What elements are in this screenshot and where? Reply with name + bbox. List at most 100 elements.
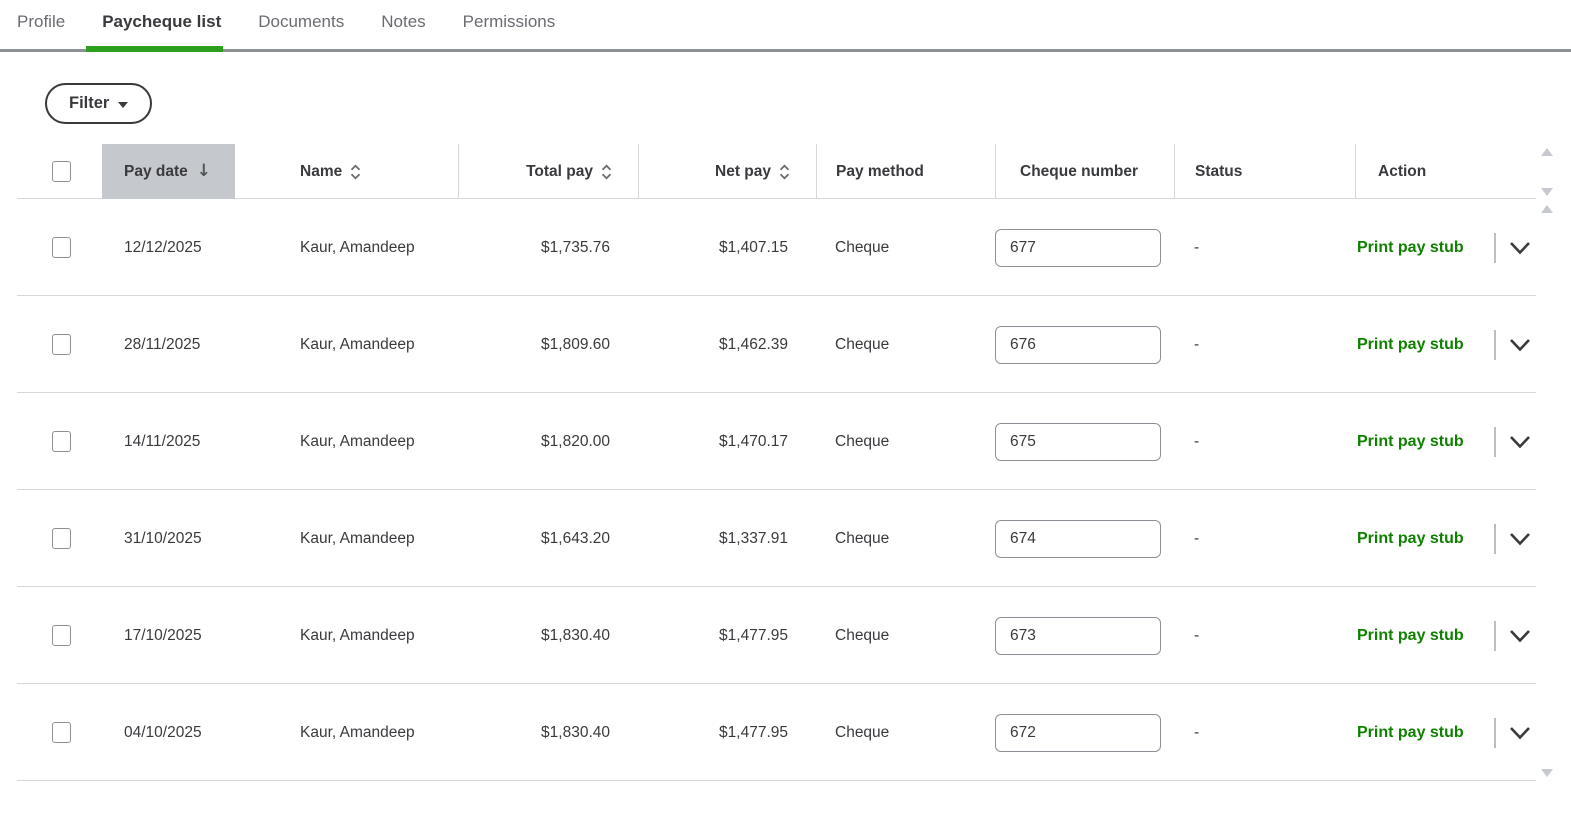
chevron-down-icon — [1510, 241, 1530, 254]
action-menu-group — [1494, 329, 1531, 360]
pay-method-value: Cheque — [835, 335, 890, 353]
pay-method-cell: Cheque — [816, 684, 995, 781]
pay-method-value: Cheque — [835, 626, 890, 644]
column-header-name[interactable]: Name — [235, 144, 458, 199]
pay-date-value: 17/10/2025 — [124, 626, 202, 644]
row-actions-dropdown-button[interactable] — [1509, 726, 1531, 740]
cheque-number-input[interactable] — [995, 228, 1161, 267]
header-scroll-down-icon[interactable] — [1541, 188, 1553, 196]
status-value: - — [1194, 432, 1200, 450]
total-pay-value: $1,830.40 — [541, 723, 610, 741]
sort-both-icon — [779, 164, 790, 179]
row-checkbox-cell — [17, 296, 102, 393]
net-pay-value: $1,470.17 — [719, 432, 788, 450]
status-cell: - — [1174, 393, 1355, 490]
pay-method-cell: Cheque — [816, 393, 995, 490]
caret-down-icon — [118, 101, 129, 108]
action-cell: Print pay stub — [1355, 490, 1536, 587]
pay-date-cell: 14/11/2025 — [102, 393, 235, 490]
column-header-pay-date[interactable]: Pay date ↓ — [102, 144, 235, 199]
net-pay-cell: $1,477.95 — [638, 684, 816, 781]
print-pay-stub-link[interactable]: Print pay stub — [1357, 626, 1464, 644]
name-value: Kaur, Amandeep — [300, 432, 415, 450]
pay-method-value: Cheque — [835, 529, 890, 547]
row-checkbox[interactable] — [52, 431, 71, 452]
select-all-checkbox[interactable] — [52, 161, 71, 182]
tab-documents[interactable]: Documents — [258, 12, 345, 31]
cheque-number-input[interactable] — [995, 616, 1161, 655]
status-cell: - — [1174, 684, 1355, 781]
row-checkbox-cell — [17, 393, 102, 490]
tab-notes[interactable]: Notes — [381, 12, 426, 31]
row-actions-dropdown-button[interactable] — [1509, 629, 1531, 643]
chevron-down-icon — [1510, 629, 1530, 642]
print-pay-stub-link[interactable]: Print pay stub — [1357, 432, 1464, 450]
row-checkbox-cell — [17, 684, 102, 781]
cheque-number-input[interactable] — [995, 713, 1161, 752]
column-header-total-pay[interactable]: Total pay — [458, 144, 638, 199]
row-actions-dropdown-button[interactable] — [1509, 435, 1531, 449]
cheque-number-input[interactable] — [995, 519, 1161, 558]
status-cell: - — [1174, 490, 1355, 587]
action-cell: Print pay stub — [1355, 393, 1536, 490]
cheque-number-input[interactable] — [995, 325, 1161, 364]
chevron-down-icon — [1510, 338, 1530, 351]
table-row: 31/10/2025 Kaur, Amandeep $1,643.20 $1,3… — [17, 490, 1536, 587]
total-pay-value: $1,809.60 — [541, 335, 610, 353]
tab-profile[interactable]: Profile — [17, 12, 66, 31]
cheque-number-cell — [995, 490, 1174, 587]
row-checkbox[interactable] — [52, 722, 71, 743]
print-pay-stub-link[interactable]: Print pay stub — [1357, 238, 1464, 256]
action-cell: Print pay stub — [1355, 684, 1536, 781]
print-pay-stub-link[interactable]: Print pay stub — [1357, 335, 1464, 353]
filter-button[interactable]: Filter — [45, 83, 153, 124]
total-pay-cell: $1,830.40 — [458, 587, 638, 684]
row-checkbox[interactable] — [52, 528, 71, 549]
action-divider — [1494, 620, 1496, 651]
pay-method-cell: Cheque — [816, 490, 995, 587]
row-checkbox[interactable] — [52, 334, 71, 355]
column-header-cheque-number: Cheque number — [995, 144, 1174, 199]
total-pay-cell: $1,735.76 — [458, 199, 638, 296]
name-value: Kaur, Amandeep — [300, 626, 415, 644]
cheque-number-cell — [995, 296, 1174, 393]
row-checkbox[interactable] — [52, 237, 71, 258]
pay-date-cell: 31/10/2025 — [102, 490, 235, 587]
action-menu-group — [1494, 620, 1531, 651]
column-header-net-pay[interactable]: Net pay — [638, 144, 816, 199]
header-scroll-up-icon[interactable] — [1541, 148, 1553, 156]
cheque-number-input[interactable] — [995, 422, 1161, 461]
action-divider — [1494, 523, 1496, 554]
net-pay-cell: $1,462.39 — [638, 296, 816, 393]
chevron-down-icon — [1510, 532, 1530, 545]
row-checkbox-cell — [17, 490, 102, 587]
status-value: - — [1194, 335, 1200, 353]
row-actions-dropdown-button[interactable] — [1509, 241, 1531, 255]
row-actions-dropdown-button[interactable] — [1509, 338, 1531, 352]
pay-date-cell: 04/10/2025 — [102, 684, 235, 781]
action-divider — [1494, 717, 1496, 748]
print-pay-stub-link[interactable]: Print pay stub — [1357, 723, 1464, 741]
chevron-down-icon — [1510, 435, 1530, 448]
pay-date-cell: 28/11/2025 — [102, 296, 235, 393]
body-scroll-down-icon[interactable] — [1541, 769, 1553, 777]
total-pay-cell: $1,643.20 — [458, 490, 638, 587]
name-cell: Kaur, Amandeep — [235, 490, 458, 587]
body-scroll-up-icon[interactable] — [1541, 205, 1553, 213]
tab-permissions[interactable]: Permissions — [462, 12, 556, 31]
cheque-number-cell — [995, 393, 1174, 490]
column-header-cheque-number-label: Cheque number — [1020, 162, 1138, 180]
action-menu-group — [1494, 232, 1531, 263]
tab-paycheque-list[interactable]: Paycheque list — [86, 12, 224, 52]
table-row: 17/10/2025 Kaur, Amandeep $1,830.40 $1,4… — [17, 587, 1536, 684]
print-pay-stub-link[interactable]: Print pay stub — [1357, 529, 1464, 547]
action-menu-group — [1494, 523, 1531, 554]
cheque-number-cell — [995, 684, 1174, 781]
pay-method-cell: Cheque — [816, 199, 995, 296]
paycheque-table: Pay date ↓ Name Total pay Net pay Pay me… — [17, 144, 1536, 781]
row-actions-dropdown-button[interactable] — [1509, 532, 1531, 546]
pay-method-value: Cheque — [835, 723, 890, 741]
row-checkbox[interactable] — [52, 625, 71, 646]
chevron-down-icon — [1510, 726, 1530, 739]
